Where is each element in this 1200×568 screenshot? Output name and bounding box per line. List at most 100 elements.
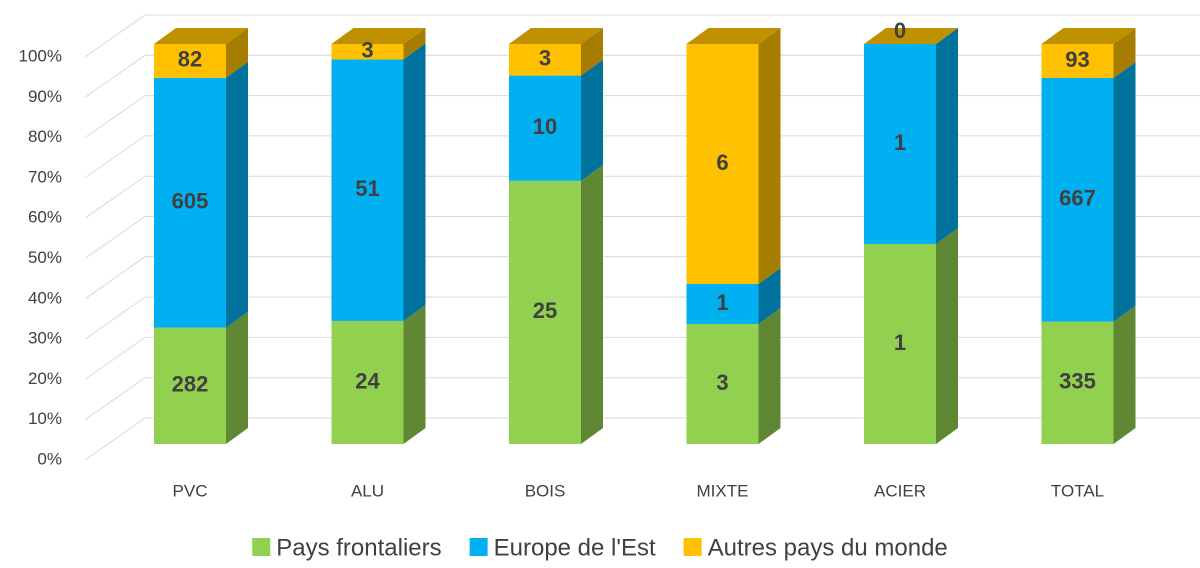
bar-front — [686, 44, 759, 284]
y-tick-label: 90% — [28, 87, 62, 106]
bar-segment — [1041, 28, 1136, 78]
grid-line — [84, 14, 1200, 58]
bar-side — [758, 268, 781, 324]
bar-side — [226, 28, 248, 78]
bar-front — [686, 284, 759, 324]
value-label: 3 — [361, 38, 373, 63]
x-tick-label: ACIER — [874, 481, 926, 500]
bar-top — [331, 28, 426, 44]
grid-line — [84, 54, 1200, 98]
bar-front — [509, 180, 581, 444]
bar-side — [1113, 28, 1136, 78]
bar-side — [758, 28, 781, 284]
grid-line — [84, 175, 1200, 219]
grid-line — [84, 336, 1200, 380]
bar-segment — [154, 311, 248, 444]
bar-front — [509, 44, 581, 76]
y-tick-label: 20% — [28, 369, 62, 388]
y-tick-label: 30% — [28, 329, 62, 348]
bar-front — [154, 77, 226, 328]
x-tick-label: MIXTE — [697, 481, 749, 500]
value-label: 25 — [533, 298, 557, 323]
bar-segment — [331, 43, 426, 321]
bar-front — [1041, 321, 1114, 444]
value-label: 282 — [172, 372, 209, 397]
bar-segment — [154, 28, 248, 78]
bar-front — [331, 320, 404, 444]
bar-side — [403, 28, 426, 60]
value-label: 0 — [894, 18, 906, 43]
bar-front — [331, 59, 404, 321]
y-tick-label: 70% — [28, 167, 62, 186]
bar-segment — [1041, 305, 1136, 444]
bar-side — [936, 28, 958, 244]
bar-side — [403, 304, 426, 444]
bar-side — [226, 61, 248, 328]
bar-front — [331, 44, 404, 60]
bar-side — [581, 164, 603, 444]
bar-side — [1113, 61, 1136, 322]
bar-segment — [864, 28, 958, 244]
value-label: 1 — [894, 330, 906, 355]
y-tick-label: 80% — [28, 127, 62, 146]
bar-top — [864, 28, 958, 44]
y-tick-label: 60% — [28, 208, 62, 227]
value-label: 1 — [716, 290, 728, 315]
bar-top — [1041, 28, 1136, 44]
value-label: 1 — [894, 130, 906, 155]
bar-segment — [686, 308, 781, 444]
bar-segment — [686, 28, 781, 284]
bar-segment — [509, 164, 603, 444]
bar-side — [581, 59, 603, 181]
bar-top — [154, 28, 248, 44]
bar-segment — [864, 28, 958, 44]
value-label: 24 — [355, 368, 380, 393]
value-label: 335 — [1059, 369, 1096, 394]
grid-line — [84, 417, 1200, 461]
grid-line — [84, 256, 1200, 300]
value-label: 10 — [533, 114, 557, 139]
x-tick-label: TOTAL — [1051, 481, 1104, 500]
y-tick-label: 50% — [28, 248, 62, 267]
bar-front — [1041, 44, 1114, 78]
bar-front — [1041, 77, 1114, 322]
bar-top — [686, 28, 781, 44]
value-label: 667 — [1059, 186, 1096, 211]
bar-front — [686, 324, 759, 444]
legend-swatch — [252, 538, 271, 556]
y-tick-label: 10% — [28, 409, 62, 428]
grid-line — [84, 296, 1200, 340]
y-tick-label: 0% — [37, 449, 62, 468]
bar-front — [864, 244, 936, 444]
bar-segment — [331, 304, 426, 444]
bar-segment — [331, 28, 426, 60]
bar-segment — [864, 228, 958, 444]
value-label: 3 — [716, 370, 728, 395]
y-tick-label: 100% — [19, 46, 62, 65]
grid-line — [84, 95, 1200, 139]
value-label: 6 — [716, 150, 728, 175]
bar-segment — [1041, 61, 1136, 322]
legend-label: Autres pays du monde — [708, 534, 948, 561]
grid-line — [84, 377, 1200, 421]
legend-swatch — [469, 538, 488, 556]
bar-side — [226, 311, 248, 444]
y-tick-label: 40% — [28, 288, 62, 307]
x-tick-label: BOIS — [525, 481, 566, 500]
bar-side — [403, 43, 426, 321]
legend-label: Europe de l'Est — [494, 534, 656, 561]
grid-line — [84, 135, 1200, 179]
bar-side — [1113, 305, 1136, 444]
bar-front — [864, 44, 936, 244]
bar-segment — [509, 28, 603, 76]
bar-side — [581, 28, 603, 76]
bar-front — [154, 327, 226, 444]
legend-swatch — [683, 538, 702, 556]
grid-line — [84, 216, 1200, 259]
value-label: 82 — [178, 47, 202, 72]
x-tick-label: PVC — [173, 481, 208, 500]
value-label: 605 — [172, 189, 209, 214]
bar-segment — [509, 59, 603, 181]
bar-segment — [686, 268, 781, 324]
x-tick-label: ALU — [351, 481, 384, 500]
